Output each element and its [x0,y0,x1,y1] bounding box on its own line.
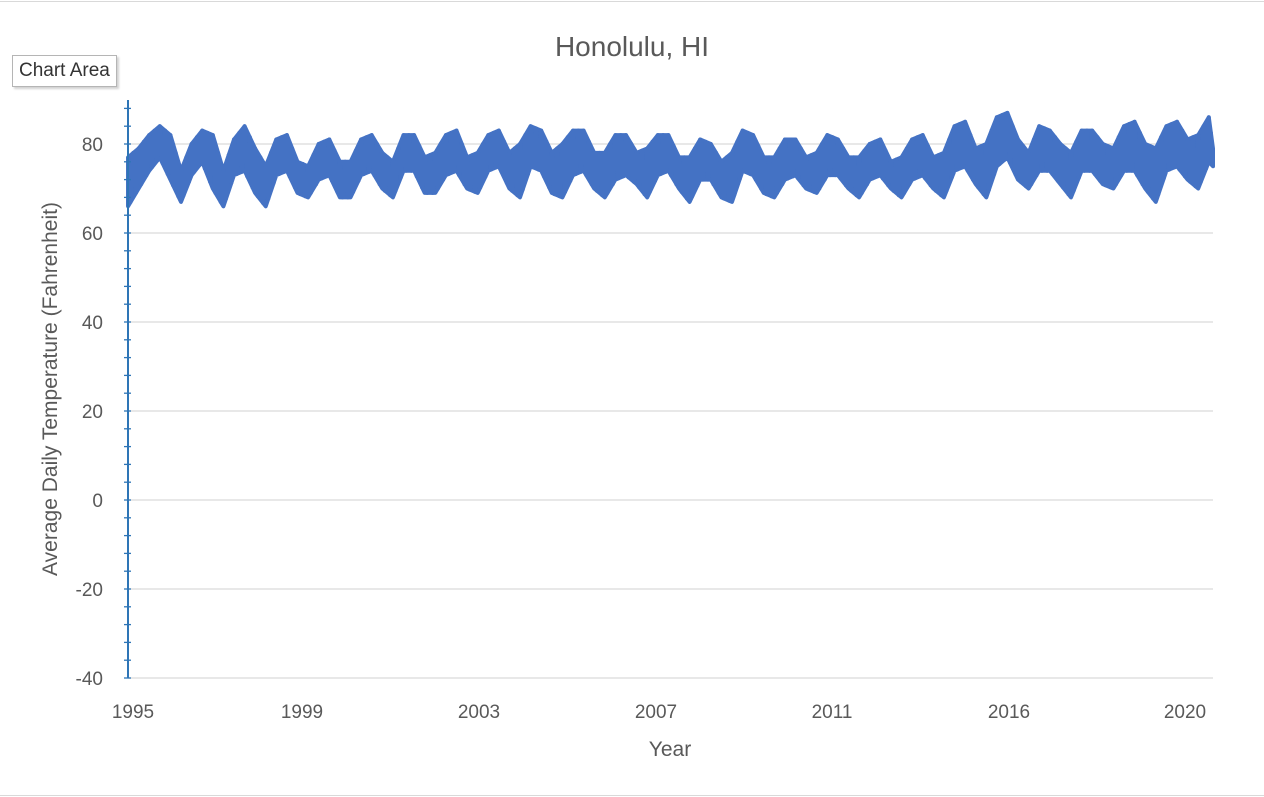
x-tick-label: 2011 [812,702,853,723]
y-tick-label: 60 [82,224,103,245]
bottom-border [0,795,1264,796]
y-tick-label: 0 [92,491,103,512]
y-tick-label: 80 [82,135,103,156]
x-tick-label: 1995 [112,702,154,723]
top-border [0,1,1264,2]
chart-title: Honolulu, HI [555,31,709,62]
x-tick-label: 2003 [458,702,500,723]
y-axis[interactable] [124,100,131,679]
chart-area-tooltip: Chart Area [12,55,117,87]
y-tick-label: -20 [76,580,103,601]
y-tick-label: 20 [82,402,103,423]
x-tick-label: 2020 [1164,702,1206,723]
y-tick-label: 40 [82,313,103,334]
x-tick-label: 2007 [635,702,677,723]
x-tick-label: 2016 [988,702,1030,723]
y-axis-tick-labels: -40 -20 0 20 40 60 80 [76,135,103,690]
series-area [126,110,1215,209]
y-tick-label: -40 [76,669,103,690]
x-tick-label: 1999 [281,702,323,723]
x-axis-title: Year [649,738,691,761]
gridlines [128,143,1213,679]
series-line[interactable] [126,110,1214,205]
x-axis-tick-labels: 1995 1999 2003 2007 2011 2016 2020 [112,702,1206,723]
y-axis-title: Average Daily Temperature (Fahrenheit) [39,202,62,576]
